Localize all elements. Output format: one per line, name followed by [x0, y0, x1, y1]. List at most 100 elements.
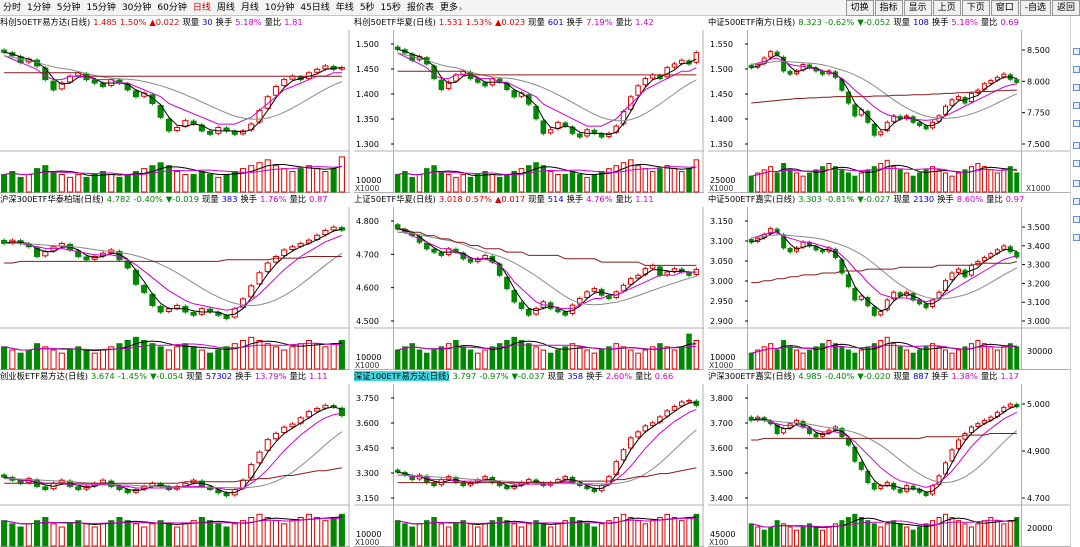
volume-bar-down	[845, 172, 851, 193]
period-tab-12[interactable]: 5秒	[359, 3, 375, 13]
chart-panel[interactable]: 科创50ETF易方达(日线) 1.485 1.50% ▲0.022 现量 30 换手 5.18…	[0, 16, 350, 193]
period-tab-15[interactable]: 更多	[440, 3, 459, 13]
volume-bar-down	[149, 343, 156, 370]
tool-button-7[interactable]: 返回	[1051, 0, 1080, 16]
volume-bar-up	[642, 349, 649, 370]
volume-bar-down	[190, 173, 197, 193]
volume-bar-up	[1001, 523, 1007, 547]
side-tool-icon[interactable]	[1073, 180, 1080, 187]
volume-bar-up	[460, 173, 466, 193]
tool-button-2[interactable]: 显示	[903, 0, 932, 16]
volume-bar-down	[149, 165, 156, 193]
tool-button-6[interactable]: -自选	[1019, 0, 1051, 16]
volume-bar-up	[58, 526, 65, 547]
candlestick-chart[interactable]	[0, 193, 350, 370]
period-tab-4[interactable]: 30分钟	[121, 3, 152, 13]
chart-panel[interactable]: 沪深300ETF华泰柏瑞(日线) 4.782 -0.40% ▼-0.019 现量 383 换…	[0, 193, 350, 370]
period-tab-6[interactable]: 日线	[192, 3, 211, 13]
candlestick-chart[interactable]: 3.150 3.100 3.050 3.000 2.950 2.900 10000X1000…	[708, 193, 1070, 370]
volume-bar-down	[431, 349, 437, 370]
volume-bar-down	[438, 346, 445, 370]
volume-bar-up	[975, 340, 981, 370]
chart-panel[interactable]: 4.800 4.700 4.600 4.500 10000 X1000 上证50ETF华夏(…	[354, 193, 704, 370]
period-tab-13[interactable]: 15秒	[380, 3, 401, 13]
volume-bar-up	[99, 523, 107, 547]
volume-bar-up	[438, 523, 445, 547]
period-tab-14[interactable]: 报价表	[407, 3, 435, 13]
volume-bar-down	[813, 169, 819, 193]
volume-bar-down	[124, 173, 131, 193]
chart-panel[interactable]: 3.800 3.700 3.600 3.500 3.400 45000 X100 5.000 4…	[708, 370, 1070, 547]
candle-up	[264, 439, 271, 451]
period-tab-8[interactable]: 月线	[240, 3, 259, 13]
side-tool-icon[interactable]	[1073, 102, 1080, 109]
chart-panel[interactable]: 3.150 3.100 3.050 3.000 2.950 2.900 10000 X1000…	[708, 193, 1070, 370]
volume-value: 30	[202, 17, 213, 27]
volume-bar-down	[910, 175, 916, 193]
tool-button-0[interactable]: 切换	[845, 0, 874, 16]
period-tab-0[interactable]: 分时	[3, 3, 22, 13]
period-tab-11[interactable]: 年线	[335, 3, 354, 13]
volume-bar-up	[781, 523, 787, 547]
volume-bar-up	[981, 166, 987, 193]
volume-bar-up	[800, 175, 806, 193]
price-tick-label: 1.500	[356, 40, 379, 49]
volume-bar-up	[248, 336, 255, 370]
volume-bar-down	[819, 343, 825, 370]
volume-bar-up	[482, 349, 488, 370]
volume-bar-up	[904, 526, 910, 547]
turnover-value: 13.79%	[254, 371, 287, 381]
volume-bar-down	[774, 349, 780, 370]
period-tab-3[interactable]: 15分钟	[86, 3, 116, 13]
side-tool-icon[interactable]	[1073, 120, 1080, 127]
tool-button-4[interactable]: 下页	[961, 0, 990, 16]
period-tab-10[interactable]: 45日线	[300, 3, 330, 13]
price-tick-label: 3.050	[710, 257, 733, 266]
side-tool-icon[interactable]	[1073, 160, 1080, 167]
period-tab-7[interactable]: 周线	[216, 3, 235, 13]
volume-bar-down	[25, 349, 32, 370]
volume-bar-up	[555, 173, 561, 193]
volume-bar-up	[878, 340, 884, 370]
side-tool-icon[interactable]	[1073, 234, 1080, 241]
chart-panel[interactable]: 1.550 1.500 1.450 1.400 1.350 25000 X1000 8.500…	[708, 16, 1070, 193]
chart-panel[interactable]: 3.750 3.600 3.450 3.300 3.150 10000 X1000 深证100…	[354, 370, 704, 547]
volume-bar-up	[297, 517, 304, 547]
side-tool-icon[interactable]	[1073, 198, 1080, 205]
candlestick-chart[interactable]: 1.5501.5001.4501.4001.35025000X10008.500…	[708, 16, 1070, 193]
volume-bar-down	[962, 169, 968, 193]
chevron-right-icon[interactable]: ›	[459, 3, 463, 13]
volume-bar-up	[289, 520, 296, 547]
candlestick-chart[interactable]	[0, 16, 350, 193]
chart-panel[interactable]: 创业板ETF易方达(日线) 3.674 -1.45% ▼-0.054 现量 57302 换手…	[0, 370, 350, 547]
volume-bar-up	[800, 352, 806, 370]
side-tool-icon[interactable]	[1073, 142, 1080, 149]
ma-mid-line	[397, 52, 697, 127]
period-tab-5[interactable]: 60分钟	[157, 3, 187, 13]
candle-up	[289, 423, 296, 428]
side-tool-icon[interactable]	[1073, 216, 1080, 223]
chart-panel[interactable]: 1.500 1.450 1.400 1.350 1.300 10000 X1000 科创50E…	[354, 16, 704, 193]
volume-bar-up	[891, 166, 897, 193]
period-tab-1[interactable]: 1分钟	[27, 3, 51, 13]
side-tool-icon[interactable]	[1073, 48, 1080, 55]
volume-bar-up	[891, 343, 897, 370]
tool-button-3[interactable]: 上页	[932, 0, 961, 16]
candle-up	[981, 257, 987, 262]
candle-down	[511, 90, 517, 98]
period-tab-9[interactable]: 10分钟	[264, 3, 295, 13]
tool-button-5[interactable]: 窗口	[990, 0, 1019, 16]
side-tool-icon[interactable]	[1073, 84, 1080, 91]
volume-bar-up	[540, 349, 547, 370]
volume-bar-down	[338, 340, 345, 370]
period-tab-2[interactable]: 5分钟	[56, 3, 81, 13]
candlestick-chart[interactable]	[0, 370, 350, 547]
tool-button-1[interactable]: 指标	[874, 0, 903, 16]
side-tool-icon[interactable]	[1073, 66, 1080, 73]
volume-bar-down	[511, 171, 517, 193]
volume-bar-down	[504, 340, 510, 370]
